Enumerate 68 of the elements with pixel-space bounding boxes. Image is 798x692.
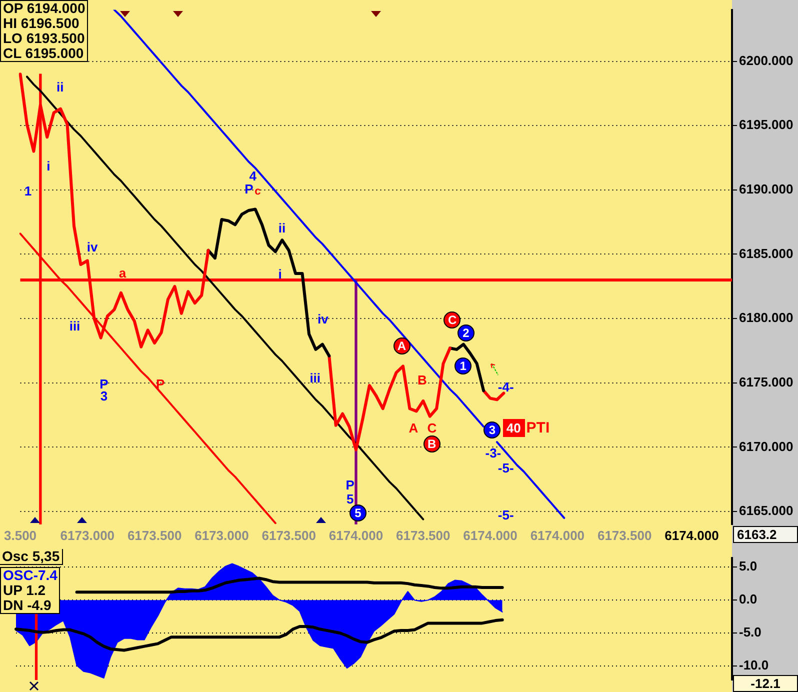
annotation: CL 6195.000 [3, 45, 85, 61]
annotation: 3 [488, 423, 496, 438]
annotation: -5- [498, 508, 514, 523]
annotation: OP 6194.000 [3, 0, 86, 16]
annotation: i [46, 158, 50, 174]
y-tick-label: 0.0 [739, 592, 758, 607]
annotation: 2 [462, 326, 470, 340]
y-tick-label: 6180.000 [739, 310, 794, 326]
annotation: iv [86, 240, 98, 255]
x-tick-label: 6173.500 [262, 528, 316, 543]
annotation: 4 [249, 168, 256, 184]
annotation: iv [317, 311, 328, 326]
annotation: B [428, 436, 436, 451]
annotation: PTI [526, 420, 550, 437]
annotation: -5- [498, 460, 514, 476]
annotation: i [278, 266, 282, 282]
annotation: iii [310, 370, 321, 386]
x-tick-label: 3.500 [4, 528, 37, 543]
x-tick-label: 6173.000 [60, 528, 115, 543]
annotation: HI 6196.500 [3, 15, 80, 31]
annotation: P [156, 376, 165, 392]
x-tick-label: 6173.500 [127, 528, 182, 543]
annotation: -3- [485, 446, 502, 461]
x-tick-label: 6174.000 [664, 528, 719, 543]
annotation: 3 [100, 388, 108, 404]
annotation: iii [69, 318, 80, 334]
x-tick-label: 6173.500 [396, 528, 450, 543]
annotation: P [346, 478, 354, 493]
annotation: P [100, 376, 108, 392]
annotation: UP 1.2 [3, 582, 47, 598]
x-tick-label: 6174.000 [530, 528, 585, 543]
y-tick-label: 6175.000 [739, 374, 794, 390]
annotation: A [408, 420, 418, 436]
y-tick-label: 6195.000 [739, 117, 794, 132]
annotation: B [417, 372, 427, 388]
annotation: C [427, 420, 437, 436]
annotation: OSC-7.4 [3, 567, 58, 583]
text: 6163.2 [733, 526, 798, 544]
text: -12.1 [733, 675, 798, 692]
y-tick-label: -10.0 [739, 658, 769, 673]
y-tick-label: -5.0 [739, 624, 762, 640]
info-box: OSC-7.4 UP 1.2 DN -4.9 [0, 567, 60, 614]
annotation: LO 6193.500 [3, 30, 86, 46]
x-tick-label: 6174.000 [328, 528, 384, 543]
y-tick-label: 6170.000 [739, 438, 794, 454]
y-tick-label: 5.0 [739, 558, 758, 574]
x-tick-label: 6174.000 [463, 528, 518, 543]
annotation: A [397, 338, 406, 353]
annotation: ii [56, 80, 64, 95]
x-tick-label: 6173.000 [194, 528, 249, 543]
annotation: ii [278, 220, 286, 236]
annotation: P [244, 182, 254, 197]
y-tick-label: 6190.000 [739, 181, 794, 196]
y-tick-label: 6165.000 [739, 503, 794, 518]
annotation: C [448, 312, 457, 327]
y-tick-label: 6185.000 [739, 246, 794, 261]
annotation: 40 [506, 420, 521, 436]
y-tick-label: 6200.000 [739, 52, 794, 68]
annotation: 1 [24, 184, 32, 199]
annotation: 5 [354, 506, 362, 520]
annotation: c [254, 186, 261, 198]
annotation: 1 [460, 359, 466, 374]
annotation: -4- [498, 379, 514, 394]
annotation: DN -4.9 [3, 597, 52, 613]
annotation: 5 [346, 491, 354, 506]
annotation: Osc 5,35 [0, 548, 63, 565]
annotation: a [118, 265, 126, 280]
x-tick-label: 6173.500 [597, 528, 652, 543]
